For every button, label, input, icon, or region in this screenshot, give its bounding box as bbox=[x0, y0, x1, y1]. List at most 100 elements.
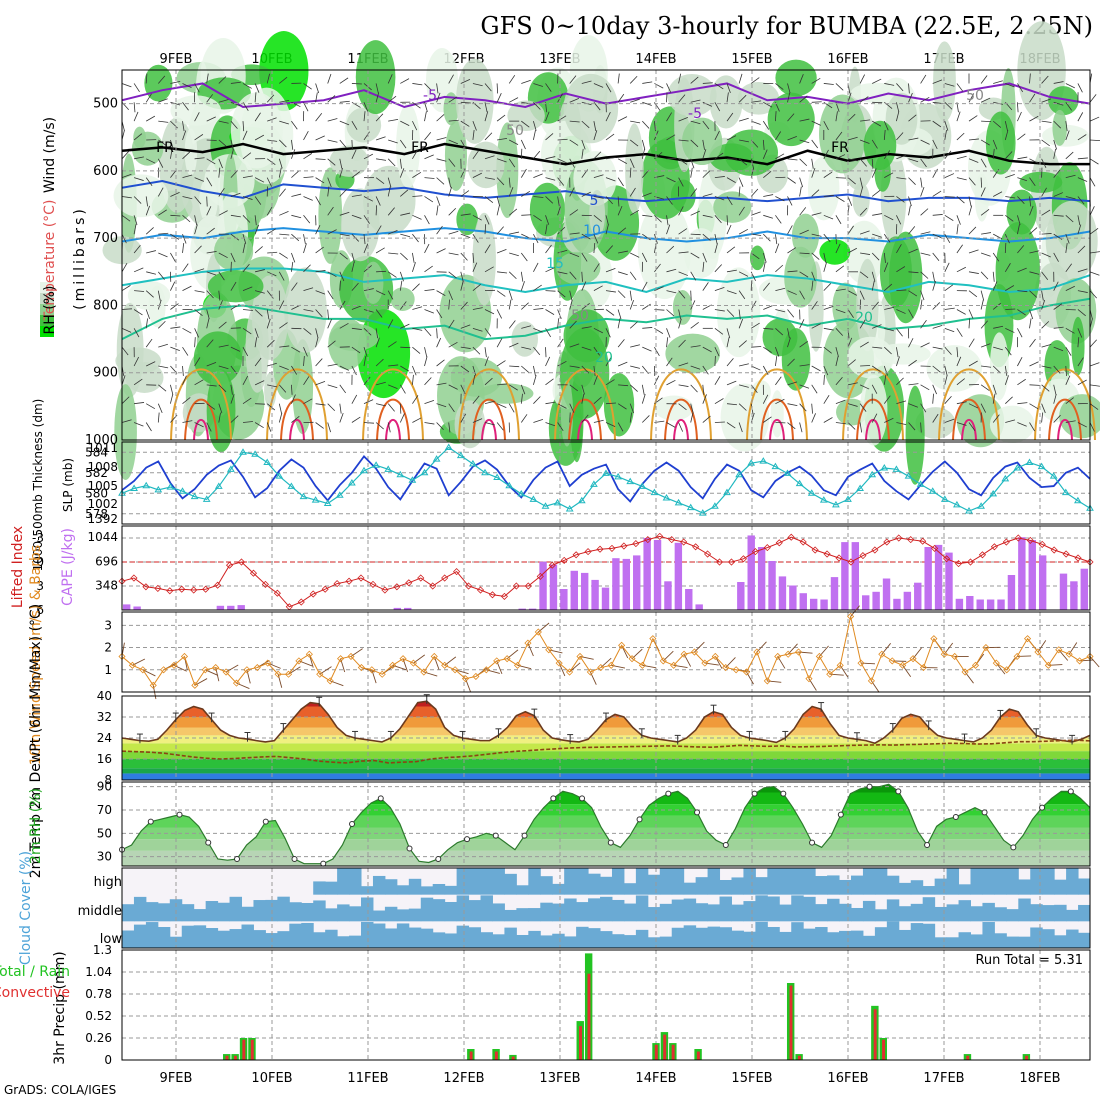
wind-barb bbox=[266, 309, 270, 320]
rh2m-marker bbox=[694, 809, 701, 816]
wind-barb bbox=[387, 177, 392, 188]
wind-barb bbox=[121, 419, 132, 423]
wind-barb bbox=[496, 290, 506, 297]
wind-barb bbox=[218, 120, 229, 124]
wind-barb bbox=[629, 299, 634, 310]
wind-barb bbox=[351, 83, 362, 85]
cloud-cell-middle bbox=[743, 901, 756, 922]
li-marker bbox=[871, 546, 879, 554]
wind-barb bbox=[496, 93, 502, 103]
panel-frame bbox=[121, 525, 1091, 611]
wind-barb bbox=[968, 309, 974, 319]
wind-barb bbox=[678, 73, 682, 84]
wind-barb bbox=[339, 384, 347, 394]
wind-barb bbox=[605, 111, 611, 122]
cloud-cell-middle bbox=[349, 906, 362, 922]
temp-tick: 16 bbox=[97, 752, 112, 766]
cloud-cell-low bbox=[157, 927, 171, 948]
wind-barb bbox=[690, 233, 701, 236]
wind-barb bbox=[932, 139, 938, 150]
wind-barb bbox=[581, 326, 592, 329]
wind-barb bbox=[775, 196, 785, 202]
wind-barb bbox=[908, 196, 912, 207]
wind-barb bbox=[811, 301, 818, 310]
rh2m-marker bbox=[579, 795, 586, 802]
wind-barb bbox=[242, 375, 249, 386]
wind-barb bbox=[908, 114, 917, 122]
wind10m-marker bbox=[784, 650, 792, 658]
wind-barb bbox=[956, 266, 966, 273]
wind10m-marker bbox=[961, 668, 969, 676]
wind-barb bbox=[932, 365, 941, 373]
wind-barb bbox=[157, 299, 162, 310]
wind-barb bbox=[726, 309, 735, 317]
wind-barb bbox=[436, 382, 447, 386]
wind-barb bbox=[545, 196, 554, 204]
wind-barb bbox=[545, 156, 556, 160]
wind-barb bbox=[520, 139, 526, 150]
wind-barb bbox=[254, 246, 263, 254]
wind-barb bbox=[775, 215, 782, 224]
li-marker bbox=[859, 552, 867, 560]
cape-bar bbox=[924, 547, 932, 610]
wind-barb bbox=[194, 268, 205, 273]
wind-barb bbox=[605, 196, 613, 205]
wind-barb bbox=[944, 214, 954, 221]
wind-barb bbox=[133, 422, 144, 427]
wind-barb bbox=[593, 285, 603, 292]
wind-barb bbox=[436, 337, 442, 348]
temperature-label: Temperature (°C) bbox=[42, 200, 58, 322]
wind-barb bbox=[182, 420, 193, 423]
cape-bar bbox=[1070, 581, 1078, 610]
wind-barb bbox=[980, 208, 990, 216]
wind-barb bbox=[1089, 384, 1100, 387]
wind-barb bbox=[605, 224, 609, 235]
li-marker bbox=[190, 586, 198, 594]
wind-barb bbox=[145, 309, 150, 320]
wind-barb bbox=[1065, 263, 1073, 273]
wind-barb bbox=[799, 177, 804, 188]
rh-shade-cell bbox=[933, 41, 956, 122]
wind-barb bbox=[811, 189, 820, 197]
wind-barb bbox=[472, 327, 483, 332]
wind-barb bbox=[1077, 245, 1086, 254]
wind-barb bbox=[1065, 83, 1075, 89]
cape-bar bbox=[737, 582, 745, 610]
wind-barb bbox=[291, 384, 293, 395]
slp-marker bbox=[323, 499, 332, 506]
wind-barb bbox=[872, 233, 882, 238]
wind-barb bbox=[315, 422, 324, 429]
wind-barb bbox=[642, 120, 650, 129]
wind-barb bbox=[121, 196, 132, 199]
wind-barb bbox=[799, 95, 808, 103]
wind-barb bbox=[593, 196, 604, 199]
wind10m-marker bbox=[472, 672, 480, 681]
wind-barb bbox=[387, 186, 391, 197]
wind-barb bbox=[981, 365, 992, 368]
wind-barb bbox=[1041, 403, 1046, 414]
wind-barb bbox=[182, 151, 191, 160]
wind-barb bbox=[835, 177, 846, 179]
wind-barb bbox=[884, 417, 894, 423]
wind-barb bbox=[581, 120, 590, 129]
cape-bar bbox=[841, 542, 849, 610]
wind-barb bbox=[278, 271, 285, 281]
wind-barb bbox=[702, 346, 712, 353]
wind-barb bbox=[884, 283, 893, 291]
wind-barb bbox=[412, 262, 416, 272]
wind-barb bbox=[980, 75, 988, 84]
wind-barb bbox=[956, 422, 967, 426]
wind-barb bbox=[775, 153, 785, 160]
wind-barb bbox=[170, 80, 181, 84]
slp-marker bbox=[783, 469, 792, 476]
wind10m-marker bbox=[378, 670, 386, 678]
li-marker bbox=[739, 555, 747, 563]
wind-barb bbox=[617, 205, 623, 216]
wind-barb bbox=[859, 319, 866, 329]
contour-label: 20 bbox=[595, 350, 613, 366]
wind10m-speed-line bbox=[121, 616, 1091, 687]
li-marker bbox=[154, 584, 162, 592]
wind-barb bbox=[218, 187, 225, 197]
wind-barb bbox=[690, 365, 701, 370]
wind-barb bbox=[714, 355, 716, 367]
